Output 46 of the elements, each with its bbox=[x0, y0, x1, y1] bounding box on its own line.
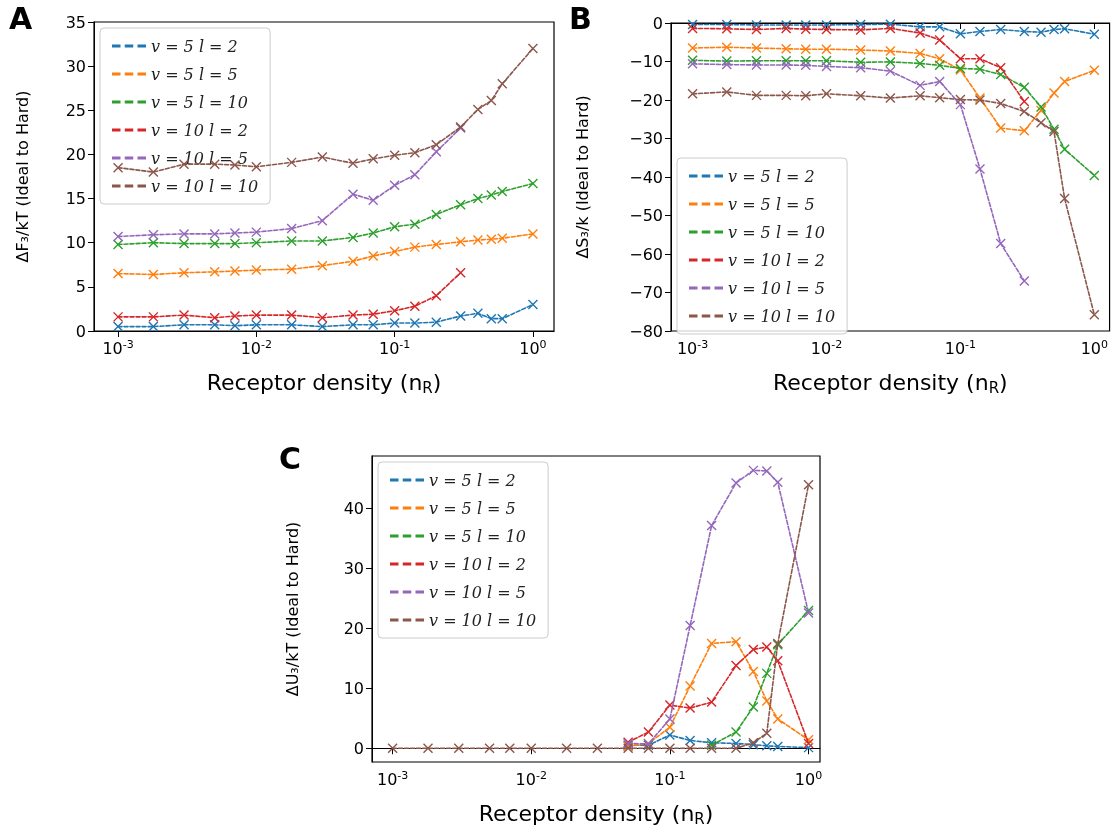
y-tick-label: 40 bbox=[343, 499, 364, 519]
legend-label: v = 5 l = 5 bbox=[429, 498, 516, 518]
y-tick-label: 20 bbox=[343, 618, 364, 638]
legend-label: v = 10 l = 10 bbox=[151, 176, 259, 196]
y-tick-label: −40 bbox=[629, 167, 663, 187]
y-tick-label: 20 bbox=[65, 144, 86, 164]
legend-label: v = 10 l = 5 bbox=[151, 148, 248, 168]
y-tick-label: −30 bbox=[629, 129, 663, 148]
y-axis-title: ΔU₃/kT (Ideal to Hard) bbox=[282, 521, 302, 697]
legend-label: v = 5 l = 2 bbox=[151, 36, 238, 56]
y-tick-label: 0 bbox=[652, 13, 663, 33]
chart-title: B bbox=[569, 0, 592, 36]
legend-label: v = 10 l = 5 bbox=[429, 582, 526, 602]
legend-label: v = 10 l = 10 bbox=[429, 610, 537, 630]
y-tick-label: 35 bbox=[65, 12, 86, 32]
legend-label: v = 5 l = 10 bbox=[429, 526, 526, 546]
y-tick-label: −10 bbox=[629, 52, 663, 71]
legend-label: v = 5 l = 10 bbox=[728, 222, 825, 242]
legend-label: v = 5 l = 10 bbox=[151, 92, 248, 112]
y-tick-label: −50 bbox=[629, 206, 663, 225]
y-tick-label: 0 bbox=[75, 321, 86, 341]
y-tick-label: 25 bbox=[65, 100, 86, 120]
y-tick-label: −70 bbox=[629, 283, 663, 302]
chart-title: C bbox=[279, 440, 302, 476]
legend-label: v = 10 l = 2 bbox=[429, 554, 526, 574]
y-axis-title: ΔF₃/kT (Ideal to Hard) bbox=[12, 90, 32, 263]
y-tick-label: 30 bbox=[65, 56, 86, 76]
y-tick-label: 0 bbox=[353, 738, 364, 758]
y-tick-label: −80 bbox=[629, 321, 663, 341]
y-tick-label: −60 bbox=[629, 244, 663, 264]
legend-label: v = 10 l = 2 bbox=[728, 250, 825, 270]
y-tick-label: −20 bbox=[629, 90, 663, 110]
legend-label: v = 10 l = 5 bbox=[728, 278, 825, 298]
y-tick-label: 5 bbox=[75, 277, 86, 297]
legend-label: v = 10 l = 2 bbox=[151, 120, 248, 140]
legend-label: v = 5 l = 2 bbox=[728, 166, 815, 186]
legend-label: v = 5 l = 5 bbox=[728, 194, 815, 214]
y-axis-title: ΔS₃/k (Ideal to Hard) bbox=[572, 95, 592, 259]
y-tick-label: 10 bbox=[343, 678, 364, 698]
y-tick-label: 10 bbox=[65, 233, 86, 253]
chart-title: A bbox=[9, 0, 33, 36]
legend-label: v = 5 l = 5 bbox=[151, 64, 238, 84]
legend-label: v = 10 l = 10 bbox=[728, 306, 836, 326]
y-tick-label: 15 bbox=[65, 189, 86, 209]
y-tick-label: 30 bbox=[343, 559, 364, 579]
legend-label: v = 5 l = 2 bbox=[429, 470, 516, 490]
